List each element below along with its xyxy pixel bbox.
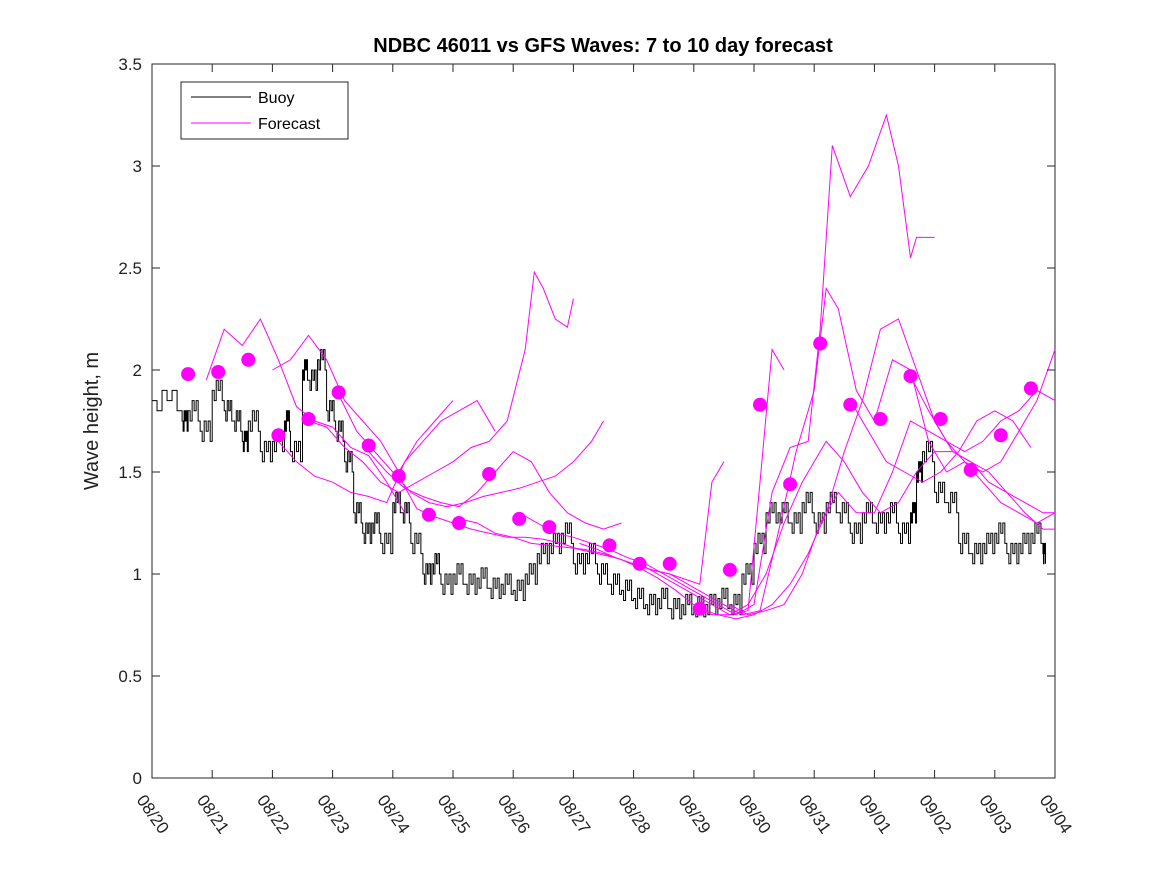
forecast-marker <box>843 397 858 412</box>
forecast-marker <box>813 336 828 351</box>
forecast-line-9 <box>518 113 935 616</box>
y-tick-label: 2 <box>133 361 142 380</box>
chart-title: NDBC 46011 vs GFS Waves: 7 to 10 day for… <box>373 35 833 57</box>
x-tick-label: 08/31 <box>795 791 835 837</box>
x-tick-label: 08/28 <box>614 791 654 837</box>
forecast-marker <box>181 367 196 382</box>
series-layer <box>152 113 1056 620</box>
plot-area <box>151 63 1056 779</box>
y-tick-label: 3 <box>133 157 142 176</box>
forecast-marker <box>933 412 948 426</box>
x-tick-label: 08/30 <box>735 791 775 837</box>
buoy-line <box>152 349 1046 620</box>
forecast-marker <box>632 556 647 571</box>
forecast-marker <box>692 601 707 616</box>
forecast-marker <box>602 538 617 553</box>
x-tick-label: 08/29 <box>675 791 715 837</box>
forecast-marker <box>722 562 737 577</box>
forecast-marker <box>512 511 527 526</box>
forecast-marker <box>211 365 226 379</box>
marker-layer <box>181 336 1038 616</box>
x-tick-label: 08/21 <box>193 791 233 837</box>
legend-buoy-label: Buoy <box>258 90 294 107</box>
x-tick-label: 09/02 <box>915 791 955 837</box>
y-tick-label: 1.5 <box>118 463 142 482</box>
forecast-marker <box>662 556 677 571</box>
y-tick-label: 0.5 <box>118 667 142 686</box>
forecast-marker <box>753 397 767 412</box>
forecast-marker <box>361 438 376 453</box>
forecast-marker <box>271 428 286 443</box>
legend-box <box>180 81 349 140</box>
legend: Buoy Forecast <box>180 81 349 140</box>
forecast-line-12 <box>699 318 1055 620</box>
x-tick-label: 08/20 <box>133 791 173 837</box>
legend-forecast-label: Forecast <box>258 116 321 133</box>
forecast-marker <box>241 352 256 367</box>
y-tick-label: 2.5 <box>118 259 142 278</box>
forecast-line-11 <box>639 440 1055 616</box>
x-tick-label: 08/27 <box>554 791 594 837</box>
forecast-line-2 <box>272 334 454 473</box>
x-tick-label: 08/26 <box>494 791 534 837</box>
forecast-line-13 <box>729 349 1056 616</box>
x-tick-label: 08/23 <box>313 791 353 837</box>
x-tick-label: 09/01 <box>855 791 895 837</box>
forecast-line-14 <box>849 400 1032 483</box>
forecast-marker <box>1023 381 1038 396</box>
forecast-marker <box>963 463 978 477</box>
x-tick-label: 08/24 <box>374 791 414 837</box>
x-tick-label: 09/03 <box>976 791 1016 837</box>
forecast-marker <box>903 369 918 384</box>
y-tick-label: 1 <box>133 565 142 584</box>
y-tick-label: 0 <box>133 769 142 788</box>
forecast-marker <box>542 520 557 535</box>
x-tick-label: 09/04 <box>1036 791 1076 837</box>
forecast-marker <box>452 516 466 530</box>
x-tick-label: 08/25 <box>434 791 474 837</box>
forecast-marker <box>783 477 798 492</box>
forecast-marker <box>391 469 406 484</box>
forecast-marker <box>993 428 1008 443</box>
forecast-marker <box>331 385 346 400</box>
forecast-marker <box>421 507 436 522</box>
x-tick-label: 08/22 <box>253 791 293 837</box>
forecast-line-4 <box>308 270 574 493</box>
forecast-line-3 <box>278 399 496 504</box>
forecast-line-5 <box>338 394 604 508</box>
forecast-marker <box>482 467 497 481</box>
forecast-line-8 <box>458 348 785 616</box>
y-tick-label: 3.5 <box>118 55 142 74</box>
forecast-marker <box>301 412 316 426</box>
forecast-marker <box>873 412 888 426</box>
y-axis-label: Wave height, m <box>81 352 103 490</box>
